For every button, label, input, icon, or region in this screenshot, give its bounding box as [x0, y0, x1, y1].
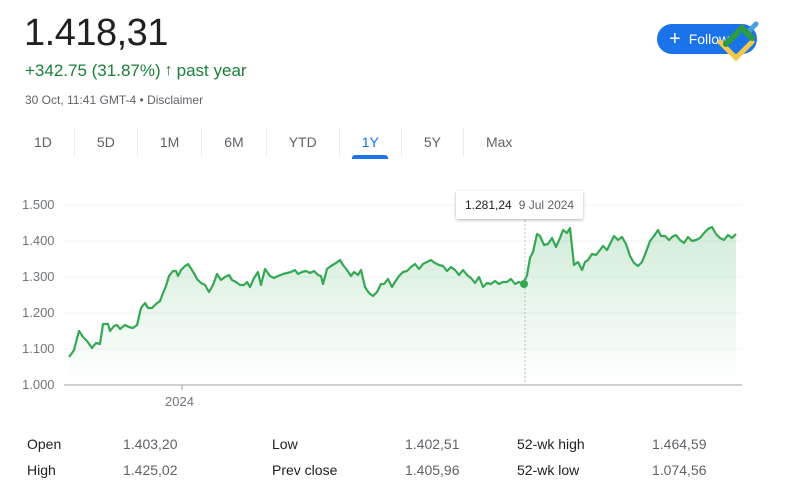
- y-tick-1100: 1.100: [22, 341, 55, 356]
- watermark-logo-icon: [717, 21, 759, 62]
- stat-value-open: 1.403,20: [123, 436, 178, 452]
- tab-1d[interactable]: 1D: [34, 134, 52, 150]
- y-tick-1400: 1.400: [22, 233, 55, 248]
- tab-max[interactable]: Max: [462, 128, 534, 156]
- disclaimer-link[interactable]: Disclaimer: [147, 93, 204, 107]
- range-tabs: 1D 5D 1M 6M YTD 1Y 5Y Max: [12, 128, 534, 158]
- arrow-up-icon: ↑: [164, 62, 173, 79]
- change-value: +342.75 (31.87%): [25, 61, 161, 80]
- stat-label-high: High: [27, 462, 56, 478]
- plus-icon: +: [669, 28, 681, 50]
- separator: •: [139, 93, 144, 107]
- y-tick-1500: 1.500: [22, 197, 55, 212]
- tab-6m[interactable]: 6M: [201, 128, 265, 156]
- stat-value-52wk-high: 1.464,59: [652, 436, 707, 452]
- tooltip-value: 1.281,24: [465, 198, 512, 212]
- timestamp-line: 30 Oct, 11:41 GMT-4 • Disclaimer: [25, 93, 203, 107]
- tab-ytd[interactable]: YTD: [265, 128, 339, 156]
- stat-label-open: Open: [27, 436, 62, 452]
- tooltip-date: 9 Jul 2024: [518, 198, 575, 212]
- stat-value-prev-close: 1.405,96: [405, 462, 460, 478]
- stat-label-52wk-high: 52-wk high: [517, 436, 585, 452]
- stat-label-52wk-low: 52-wk low: [517, 462, 580, 478]
- change-period: past year: [176, 61, 247, 80]
- y-tick-1200: 1.200: [22, 305, 55, 320]
- stat-value-low: 1.402,51: [405, 436, 460, 452]
- x-tick-2024: 2024: [165, 394, 194, 409]
- y-tick-1300: 1.300: [22, 269, 55, 284]
- tab-5d[interactable]: 5D: [73, 128, 137, 156]
- chart-tooltip: 1.281,24 9 Jul 2024: [456, 191, 584, 219]
- price-change: +342.75 (31.87%) ↑ past year: [25, 61, 247, 81]
- tab-1m[interactable]: 1M: [136, 128, 201, 156]
- y-tick-1000: 1.000: [22, 377, 55, 392]
- hover-point: [520, 280, 528, 288]
- stat-value-high: 1.425,02: [123, 462, 178, 478]
- timestamp: 30 Oct, 11:41 GMT-4: [25, 93, 137, 107]
- tab-5y[interactable]: 5Y: [400, 128, 463, 156]
- stat-label-prev-close: Prev close: [272, 462, 338, 478]
- price-line: [68, 225, 737, 358]
- stat-value-52wk-low: 1.074,56: [652, 462, 707, 478]
- current-price: 1.418,31: [24, 12, 168, 54]
- area-fill: [69, 227, 736, 385]
- tab-1y[interactable]: 1Y: [338, 128, 401, 156]
- stat-label-low: Low: [272, 436, 298, 452]
